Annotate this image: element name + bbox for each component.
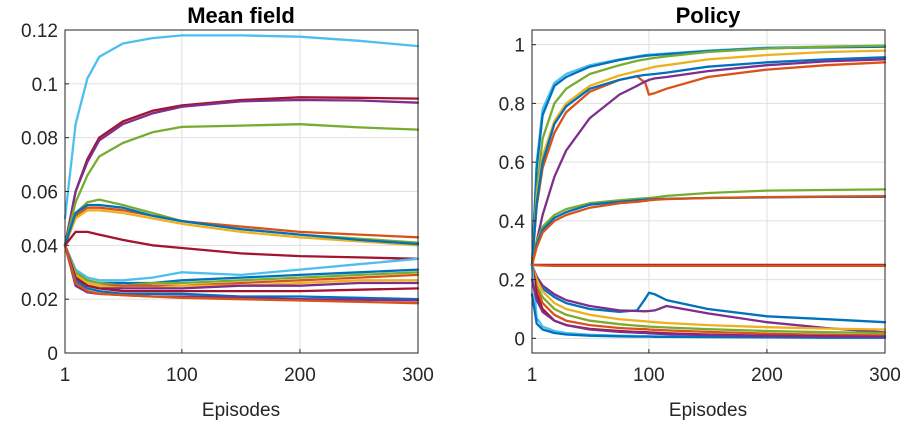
policy-series-1: [530, 45, 887, 267]
policy-series-20: [530, 278, 887, 339]
policy-series-9: [530, 195, 887, 267]
mean-field-ytick-label-1: 0.02: [21, 290, 58, 311]
policy-ytick-label-4: 0.8: [499, 94, 525, 115]
mean-field-ytick-label-0: 0: [47, 344, 58, 365]
mean-field-series-9: [63, 244, 420, 282]
policy-series-7: [530, 188, 887, 267]
policy-xlabel: Episodes: [669, 400, 747, 421]
policy-series-4: [530, 61, 887, 267]
policy-series-3: [530, 49, 887, 267]
mean-field-ytick-label-3: 0.06: [21, 183, 58, 204]
policy-series-19: [530, 293, 887, 339]
policy-xtick-label-3: 300: [869, 365, 901, 386]
policy-series-15: [530, 263, 887, 335]
mean-field-ytick-label-5: 0.1: [32, 75, 58, 96]
policy-ytick-label-3: 0.6: [499, 153, 525, 174]
policy-series-5: [530, 56, 887, 267]
mean-field-series-0: [63, 34, 420, 220]
mean-field-xtick-label-2: 200: [284, 365, 316, 386]
policy-xtick-label-0: 1: [527, 365, 538, 386]
mean-field-title: Mean field: [187, 3, 295, 28]
policy-tick-labels: 1 100 200 300 0 0.2 0.4 0.6 0.8 1: [499, 36, 901, 386]
mean-field-axes: [64, 29, 419, 354]
policy-ytick-label-5: 1: [514, 36, 525, 57]
mean-field-series-group: [63, 34, 420, 305]
policy-series-13: [530, 263, 887, 334]
mean-field-series-1: [63, 96, 420, 247]
mean-field-series-2: [63, 98, 420, 247]
mean-field-series-8: [63, 230, 420, 260]
policy-series-group: [530, 44, 887, 339]
policy-series-6: [530, 58, 887, 267]
mean-field-xtick-label-1: 100: [166, 365, 198, 386]
policy-series-2: [530, 44, 887, 267]
mean-field-series-3: [63, 123, 420, 247]
mean-field-grid: [64, 29, 419, 354]
mean-field-xtick-label-0: 1: [60, 365, 71, 386]
mean-field-ytick-label-4: 0.08: [21, 129, 58, 150]
policy-series-12: [530, 263, 887, 324]
policy-series-18: [530, 263, 887, 339]
policy-panel: Policy Episodes 1 100 200 300 0 0.2 0.4 0.6 0.8 1: [499, 3, 901, 421]
policy-ytick-label-2: 0.4: [499, 212, 526, 233]
policy-ytick-label-1: 0.2: [499, 271, 525, 292]
policy-xtick-label-1: 100: [633, 365, 665, 386]
policy-series-16: [530, 263, 887, 337]
mean-field-series-16: [63, 244, 420, 301]
mean-field-series-11: [63, 244, 420, 287]
mean-field-xtick-label-3: 300: [402, 365, 434, 386]
mean-field-ytick-label-2: 0.04: [21, 236, 58, 257]
policy-series-0: [530, 45, 887, 267]
policy-axes: [531, 29, 886, 354]
mean-field-series-15: [63, 244, 420, 293]
mean-field-series-6: [63, 209, 420, 247]
mean-field-tick-labels: 1 100 200 300 0 0.02 0.04 0.06 0.08 0.1 0.12: [21, 21, 434, 386]
policy-series-8: [530, 195, 887, 267]
policy-xtick-label-2: 200: [751, 365, 783, 386]
policy-ytick-label-0: 0: [514, 329, 525, 350]
mean-field-series-7: [63, 203, 420, 247]
policy-series-14: [530, 263, 887, 331]
mean-field-series-18: [63, 244, 420, 305]
policy-axes-box: [531, 29, 886, 354]
mean-field-panel: Mean field Episodes 1 100 200 300 0 0.02 0.04 0…: [21, 3, 434, 421]
mean-field-ytick-label-6: 0.12: [21, 21, 58, 42]
policy-series-11: [530, 263, 887, 267]
mean-field-xlabel: Episodes: [202, 400, 280, 421]
policy-title: Policy: [676, 3, 742, 28]
